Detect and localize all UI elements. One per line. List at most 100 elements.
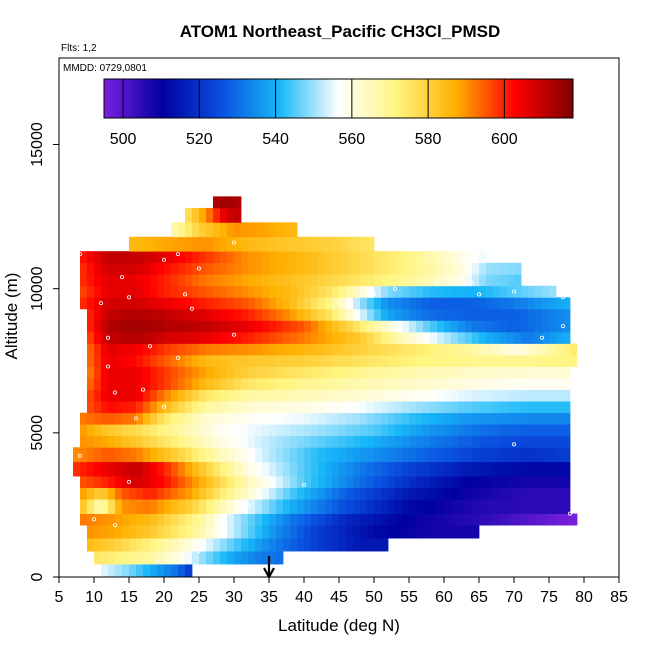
heatmap-cell	[465, 366, 473, 379]
heatmap-cell	[94, 447, 102, 463]
heatmap-cell	[248, 262, 256, 275]
heatmap-cell	[276, 513, 284, 526]
heatmap-cell	[325, 308, 333, 321]
heatmap-cell	[472, 251, 480, 264]
heatmap-cell	[227, 487, 235, 500]
heatmap-cell	[381, 308, 389, 321]
heatmap-cell	[276, 435, 284, 448]
heatmap-cell	[269, 285, 277, 298]
heatmap-cell	[143, 401, 151, 414]
heatmap-cell	[423, 389, 431, 402]
heatmap-cell	[171, 378, 179, 390]
heatmap-cell	[423, 499, 431, 514]
heatmap-cell	[542, 354, 550, 367]
heatmap-cell	[213, 447, 221, 463]
heatmap-cell	[416, 285, 424, 298]
heatmap-cell	[549, 378, 557, 390]
heatmap-cell	[129, 262, 137, 275]
heatmap-cell	[87, 435, 95, 448]
heatmap-cell	[500, 513, 508, 526]
sample-point	[469, 280, 474, 285]
heatmap-cell	[451, 412, 459, 425]
heatmap-cell	[507, 487, 515, 500]
heatmap-cell	[276, 538, 284, 552]
heatmap-cell	[339, 499, 347, 514]
heatmap-cell	[437, 412, 445, 425]
heatmap-cell	[367, 525, 375, 539]
heatmap-cell	[353, 447, 361, 463]
heatmap-cell	[192, 274, 200, 287]
heatmap-cell	[346, 401, 354, 414]
heatmap-cell	[192, 251, 200, 264]
heatmap-cell	[332, 412, 340, 425]
heatmap-cell	[346, 461, 354, 477]
heatmap-cell	[192, 285, 200, 298]
heatmap-cell	[269, 366, 277, 379]
heatmap-cell	[241, 435, 249, 448]
sample-point	[512, 289, 517, 294]
heatmap-cell	[185, 285, 193, 298]
heatmap-cell	[171, 331, 179, 344]
sample-point	[106, 335, 111, 340]
heatmap-cell	[332, 447, 340, 463]
heatmap-cell	[318, 401, 326, 414]
heatmap-cell	[556, 499, 564, 514]
heatmap-cell	[213, 435, 221, 448]
heatmap-cell	[444, 401, 452, 414]
heatmap-cell	[269, 274, 277, 287]
x-tick-label: 10	[85, 589, 103, 606]
heatmap-cell	[283, 476, 291, 489]
heatmap-cell	[276, 487, 284, 500]
heatmap-cell	[360, 262, 368, 275]
heatmap-cell	[493, 274, 501, 287]
heatmap-cell	[458, 401, 466, 414]
heatmap-cell	[374, 447, 382, 463]
heatmap-cell	[122, 308, 130, 321]
heatmap-cell	[451, 401, 459, 414]
heatmap-cell	[234, 262, 242, 275]
heatmap-cell	[493, 424, 501, 437]
heatmap-cell	[472, 389, 480, 402]
heatmap-cell	[479, 412, 487, 425]
heatmap-cell	[521, 331, 529, 344]
heatmap-cell	[570, 343, 578, 356]
heatmap-cell	[213, 222, 221, 238]
heatmap-cell	[143, 236, 151, 252]
heatmap-cell	[528, 308, 536, 321]
heatmap-cell	[192, 320, 200, 333]
heatmap-cell	[458, 461, 466, 477]
heatmap-cell	[143, 424, 151, 437]
heatmap-cell	[346, 320, 354, 333]
sample-point	[113, 390, 118, 395]
heatmap-cell	[262, 499, 270, 514]
heatmap-cell	[255, 297, 263, 310]
heatmap-cell	[178, 262, 186, 275]
heatmap-cell	[199, 525, 207, 539]
heatmap-cell	[549, 412, 557, 425]
heatmap-cell	[451, 525, 459, 539]
heatmap-cell	[346, 487, 354, 500]
heatmap-cell	[164, 320, 172, 333]
heatmap-cell	[395, 412, 403, 425]
heatmap-cell	[395, 461, 403, 477]
heatmap-cell	[227, 525, 235, 539]
heatmap-cell	[220, 236, 228, 252]
heatmap-cell	[108, 525, 116, 539]
heatmap-cell	[563, 308, 571, 321]
heatmap-cell	[199, 499, 207, 514]
heatmap-cell	[276, 274, 284, 287]
heatmap-cell	[213, 274, 221, 287]
heatmap-cell	[122, 343, 130, 356]
heatmap-cell	[381, 331, 389, 344]
heatmap-cell	[185, 525, 193, 539]
heatmap-cell	[143, 354, 151, 367]
heatmap-cell	[248, 251, 256, 264]
heatmap-cell	[311, 331, 319, 344]
heatmap-cell	[339, 320, 347, 333]
heatmap-cell	[143, 343, 151, 356]
heatmap-cell	[395, 389, 403, 402]
heatmap-cell	[325, 412, 333, 425]
heatmap-cell	[283, 320, 291, 333]
heatmap-cell	[248, 447, 256, 463]
heatmap-cell	[514, 320, 522, 333]
